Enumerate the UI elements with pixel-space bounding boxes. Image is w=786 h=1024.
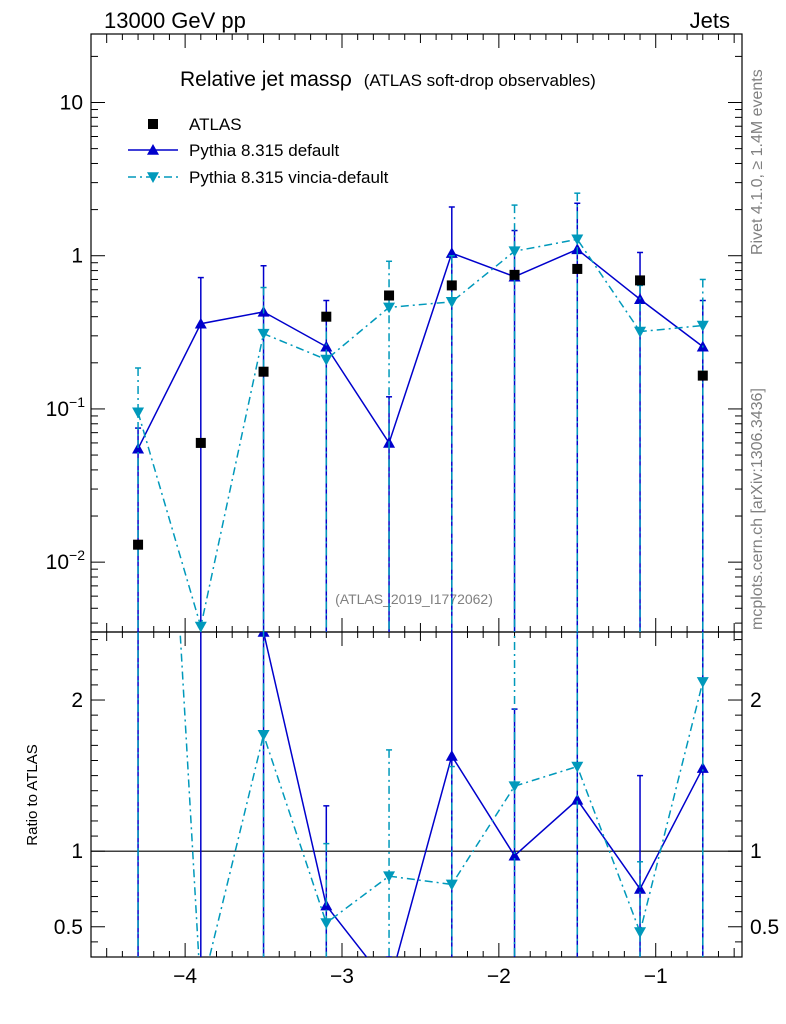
ratio-point-pythia-vincia xyxy=(508,781,521,793)
x-tick-label: −1 xyxy=(644,965,668,988)
legend-label: Pythia 8.315 vincia-default xyxy=(189,168,389,187)
data-point-pythia-default xyxy=(132,442,145,454)
data-point-atlas xyxy=(509,269,520,280)
mcplots-label: mcplots.cern.ch [arXiv:1306.3436] xyxy=(749,388,766,630)
data-point-pythia-vincia xyxy=(696,320,709,332)
data-point-atlas xyxy=(321,311,332,322)
main-y-tick-label: 10 xyxy=(60,92,83,115)
ratio-point-pythia-vincia xyxy=(320,918,333,929)
legend-marker-atlas xyxy=(148,119,158,129)
data-point-atlas xyxy=(446,280,457,291)
ratio-point-pythia-default xyxy=(634,882,647,894)
legend-marker xyxy=(147,144,159,155)
series-line-pythia-default xyxy=(137,248,704,450)
data-point-atlas xyxy=(572,263,583,274)
data-point-pythia-default xyxy=(194,317,207,329)
legend-label: ATLAS xyxy=(189,115,242,134)
ratio-point-pythia-vincia xyxy=(445,879,458,891)
ratio-line-pythia-vincia xyxy=(179,632,704,957)
ratio-plot xyxy=(137,632,709,999)
ratio-axes: −4 −3 −2 −1 0.5 0.5 1 1 2 2 xyxy=(54,632,779,988)
data-point-pythia-vincia xyxy=(445,297,458,308)
ratio-y-tick-label-right: 2 xyxy=(750,689,762,712)
data-point-pythia-vincia xyxy=(383,302,396,314)
energy-label: 13000 GeV pp xyxy=(104,8,246,33)
data-point-pythia-vincia xyxy=(508,246,521,258)
data-point-pythia-vincia xyxy=(257,328,270,340)
ratio-point-pythia-vincia xyxy=(571,761,584,773)
ratio-point-pythia-vincia xyxy=(696,677,709,688)
ratio-y-tick-label: 2 xyxy=(71,689,83,712)
ratio-point-pythia-vincia xyxy=(634,927,647,939)
ratio-point-pythia-default xyxy=(383,980,395,991)
plot-title-main: Relative jet massρ xyxy=(180,68,352,91)
data-point-pythia-vincia xyxy=(634,326,647,338)
analysis-label: (ATLAS_2019_I1772062) xyxy=(335,591,493,607)
main-y-tick-label: 1 xyxy=(71,245,83,268)
data-point-pythia-vincia xyxy=(320,354,333,366)
category-label: Jets xyxy=(690,8,730,33)
ratio-line-pythia-default xyxy=(262,632,704,957)
data-point-pythia-default xyxy=(320,340,333,352)
ratio-point-pythia-vincia xyxy=(195,988,207,999)
ratio-point-pythia-vincia xyxy=(383,871,396,883)
main-y-tick-label: 10−1 xyxy=(46,394,86,421)
x-tick-label: −3 xyxy=(330,965,354,988)
x-tick-label: −4 xyxy=(173,965,197,988)
data-point-pythia-vincia xyxy=(132,407,145,419)
ratio-panel-frame xyxy=(90,631,743,958)
rivet-label: Rivet 4.1.0, ≥ 1.4M events xyxy=(749,69,766,255)
ratio-y-tick-label: 0.5 xyxy=(54,916,83,939)
x-tick-label: −2 xyxy=(487,965,511,988)
ratio-point-pythia-default xyxy=(571,793,584,805)
plot-title: Relative jet massρ (ATLAS soft-drop obse… xyxy=(180,68,596,91)
data-point-atlas xyxy=(635,275,646,286)
legend-label: Pythia 8.315 default xyxy=(189,141,340,160)
data-point-pythia-vincia xyxy=(571,234,584,246)
ratio-y-tick-label-right: 0.5 xyxy=(750,916,779,939)
legend-marker xyxy=(147,172,159,183)
data-point-atlas xyxy=(258,366,269,377)
series-line-pythia-vincia xyxy=(137,238,703,627)
data-point-atlas xyxy=(697,370,708,381)
data-point-atlas xyxy=(195,437,206,448)
legend: ATLAS Pythia 8.315 default Pythia 8.315 vi… xyxy=(128,115,389,187)
data-point-atlas xyxy=(384,290,395,301)
data-point-pythia-vincia xyxy=(194,621,207,632)
ratio-y-tick-label: 1 xyxy=(71,840,83,863)
ratio-point-pythia-default xyxy=(445,749,458,761)
ratio-y-tick-label-right: 1 xyxy=(750,840,762,863)
main-y-tick-label: 10−2 xyxy=(46,547,86,574)
data-point-atlas xyxy=(133,539,144,550)
ratio-ylabel: Ratio to ATLAS xyxy=(24,744,41,845)
ratio-point-pythia-vincia xyxy=(257,729,270,741)
plot-title-sub: (ATLAS soft-drop observables) xyxy=(364,71,596,90)
ratio-point-pythia-default xyxy=(696,762,709,773)
ratio-point-pythia-default xyxy=(508,849,521,861)
main-plot xyxy=(132,192,709,632)
